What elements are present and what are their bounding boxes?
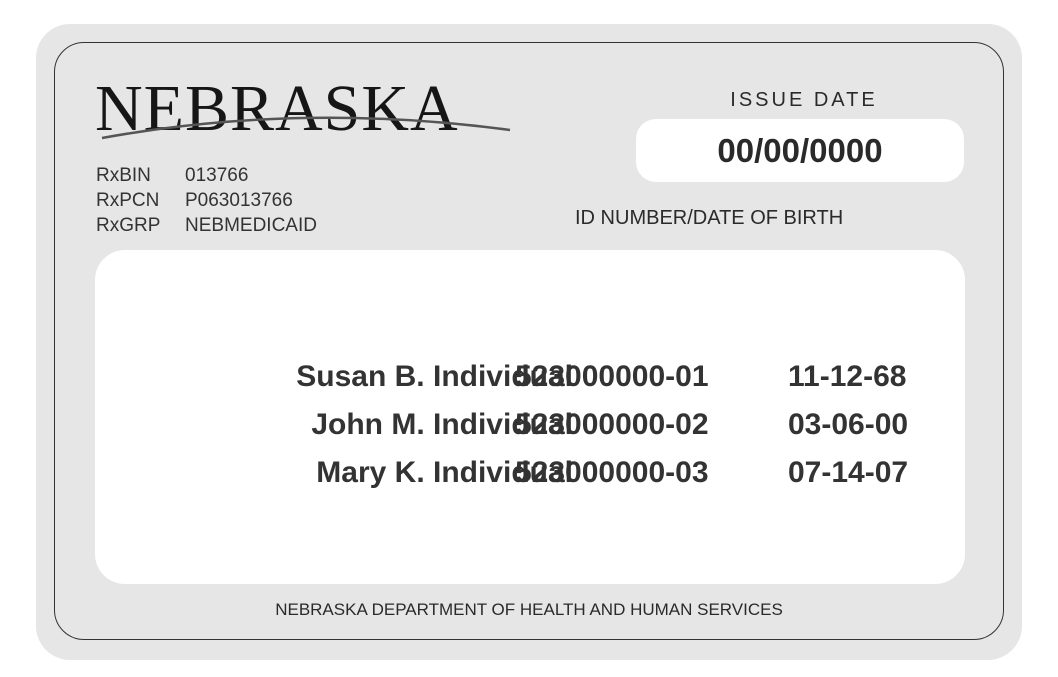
department-footer: NEBRASKA DEPARTMENT OF HEALTH AND HUMAN … — [275, 600, 783, 619]
card-border — [54, 42, 1004, 640]
id-dob-label: ID NUMBER/DATE OF BIRTH — [575, 207, 844, 229]
rx-row-pcn: RxPCN P063013766 — [96, 190, 293, 211]
member-row: John M. Individual 523000000-02 03-06-00 — [311, 408, 909, 441]
member-row: Mary K. Individual 523000000-03 07-14-07 — [316, 456, 909, 489]
rx-row-grp: RxGRP NEBMEDICAID — [96, 215, 317, 236]
member-row: Susan B. Individual 523000000-01 11-12-6… — [296, 360, 907, 393]
rx-row-bin: RxBIN 013766 — [96, 165, 249, 186]
issue-date-value: 00/00/0000 — [636, 119, 964, 182]
rx-info: RxBIN 013766 RxPCN P063013766 RxGRP NEBMEDI… — [96, 163, 317, 238]
logo-swoosh-icon — [101, 116, 511, 140]
members-panel: Susan B. Individual 523000000-01 11-12-6… — [95, 250, 965, 584]
issue-date-label: ISSUE DATE — [730, 89, 878, 111]
